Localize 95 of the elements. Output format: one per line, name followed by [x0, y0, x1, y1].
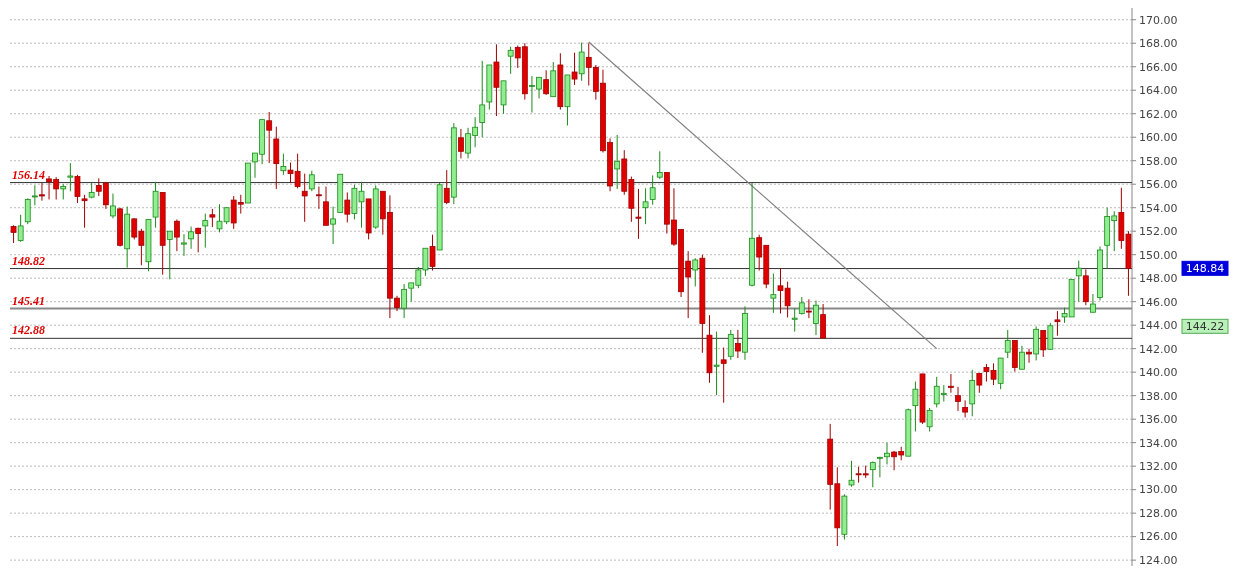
candlestick	[976, 372, 983, 394]
candlestick	[578, 42, 585, 82]
candlestick	[479, 60, 486, 138]
candlestick	[912, 381, 919, 432]
candlestick	[81, 194, 88, 229]
candlestick	[280, 153, 287, 176]
y-tick-label: 148.00	[1139, 272, 1178, 286]
y-tick-label: 160.00	[1139, 131, 1178, 145]
candlestick	[806, 298, 812, 319]
candlestick	[202, 213, 209, 249]
candlestick	[110, 193, 116, 219]
candlestick	[791, 307, 798, 333]
y-tick-label: 168.00	[1139, 37, 1178, 51]
ref-line-label: 142.88	[12, 323, 45, 338]
y-tick-label: 134.00	[1139, 436, 1178, 450]
y-tick-label: 166.00	[1139, 60, 1178, 74]
candlestick	[17, 214, 24, 243]
candlestick	[173, 218, 180, 252]
y-tick-label: 144.00	[1139, 319, 1178, 333]
candlestick	[720, 347, 727, 404]
y-tick-label: 136.00	[1139, 413, 1178, 427]
candlestick	[955, 386, 961, 412]
candlestick	[649, 174, 656, 206]
ref-line-label: 148.82	[12, 253, 45, 268]
candlestick	[1090, 293, 1096, 313]
candlestick	[443, 169, 450, 205]
text: 148.84	[1185, 262, 1225, 276]
candlestick	[209, 208, 216, 228]
y-tick-label: 150.00	[1139, 248, 1178, 262]
y-tick-label: 162.00	[1139, 107, 1178, 121]
candlestick	[969, 369, 976, 417]
candlestick	[1019, 345, 1025, 371]
y-tick-label: 164.00	[1139, 84, 1178, 98]
candlestick	[301, 173, 308, 223]
y-tick-label: 152.00	[1139, 225, 1178, 239]
candlestick	[24, 197, 31, 225]
candlestick	[308, 170, 315, 192]
candlestick	[458, 128, 464, 159]
candlestick	[188, 226, 194, 250]
candlestick	[642, 187, 649, 225]
candlestick	[926, 407, 933, 432]
y-tick-label: 140.00	[1139, 366, 1178, 380]
candlestick	[429, 234, 436, 272]
y-tick-label: 156.00	[1139, 178, 1178, 192]
y-tick-label: 126.00	[1139, 530, 1178, 544]
candlestick	[401, 283, 408, 319]
candlestick	[1040, 329, 1047, 358]
candlestick	[713, 331, 720, 396]
candlestick	[692, 257, 699, 287]
candlestick	[571, 52, 578, 86]
y-tick-label: 132.00	[1139, 460, 1178, 473]
candlestick	[1004, 329, 1011, 359]
candlestick	[962, 399, 969, 418]
candlestick	[31, 184, 38, 206]
candlestick	[1047, 322, 1054, 351]
candlestick	[813, 300, 819, 336]
candlestick	[330, 206, 336, 245]
candlestick	[316, 186, 322, 210]
candlestick	[166, 230, 173, 280]
candlestick	[1075, 260, 1082, 303]
candlestick	[734, 329, 741, 359]
candlestick	[323, 186, 329, 226]
candlestick	[181, 233, 187, 257]
ref-line-label: 156.14	[12, 167, 45, 182]
candlestick	[770, 272, 777, 314]
candlestick	[884, 442, 890, 465]
y-tick-label: 124.00	[1139, 553, 1178, 567]
candlestick	[344, 191, 351, 223]
text: 144.22	[1185, 320, 1225, 334]
candlestick	[507, 46, 514, 75]
y-tick-label: 142.00	[1139, 342, 1178, 356]
candlestick	[869, 460, 876, 488]
y-tick-label: 158.00	[1139, 154, 1178, 168]
y-tick-label: 138.00	[1139, 389, 1178, 403]
y-tick-label: 130.00	[1139, 483, 1178, 497]
candlestick	[1026, 348, 1032, 364]
candlestick	[635, 188, 642, 240]
candlestick	[74, 174, 81, 204]
y-tick-label: 170.00	[1139, 13, 1178, 27]
y-tick-label: 146.00	[1139, 295, 1178, 309]
candlestick	[727, 329, 734, 361]
candlestick	[195, 227, 202, 253]
y-tick-label: 128.00	[1139, 506, 1178, 520]
candlestick	[948, 373, 954, 394]
candlestick	[1054, 310, 1061, 337]
ref-line-label: 145.41	[12, 293, 45, 308]
candlestick	[67, 162, 74, 192]
candlestick	[656, 150, 663, 180]
candlestick	[820, 303, 826, 339]
candlestick	[39, 182, 45, 202]
candlestick	[614, 134, 621, 190]
candlestick	[543, 69, 550, 96]
y-tick-label: 154.00	[1139, 201, 1178, 215]
candlestick	[266, 111, 273, 164]
candlestick	[848, 460, 855, 488]
